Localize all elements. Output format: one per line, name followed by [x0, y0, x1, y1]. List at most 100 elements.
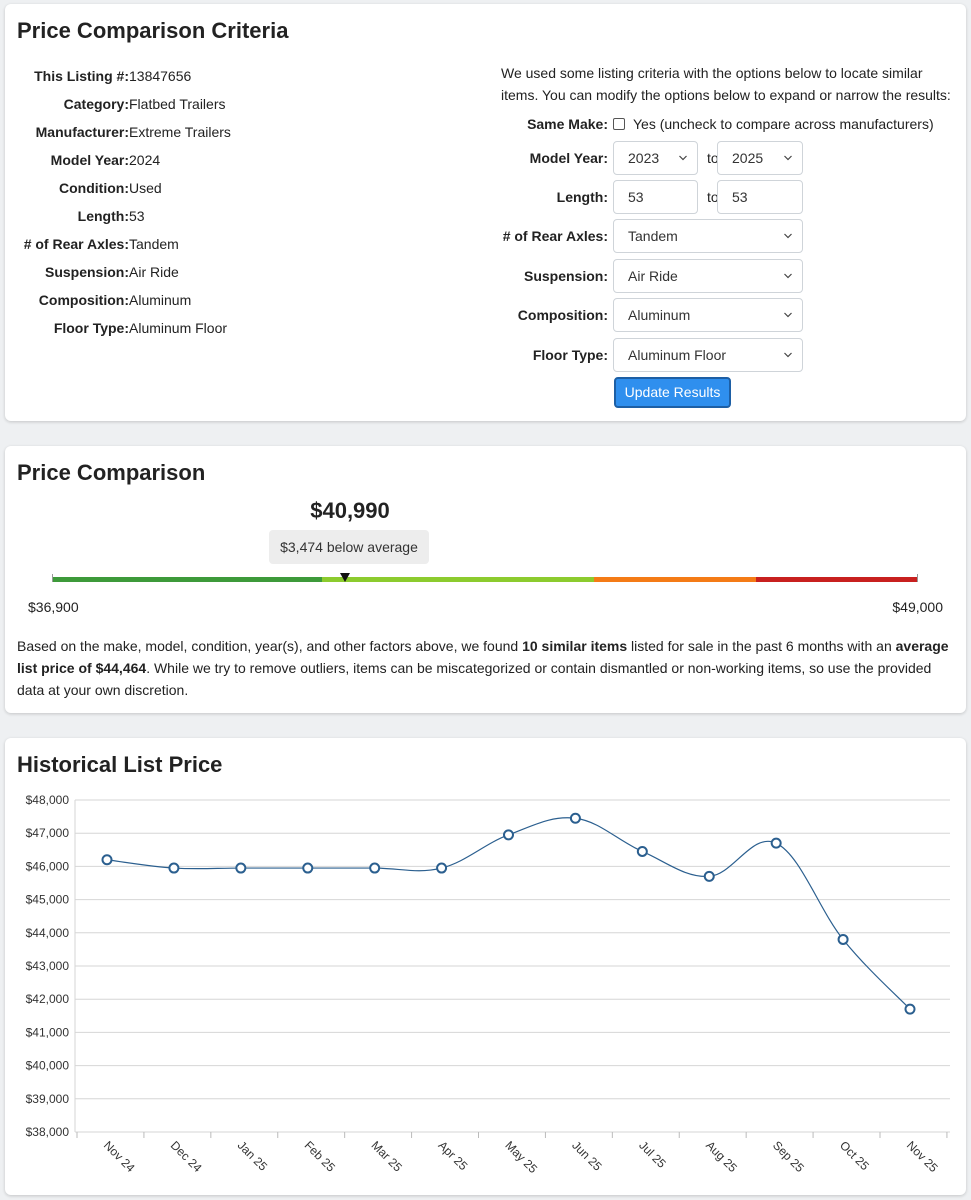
x-tick-label: Nov 24 — [101, 1138, 138, 1175]
spec-value: Used — [129, 180, 162, 196]
same-make-checkbox[interactable] — [613, 118, 625, 130]
floor-type-value: Aluminum Floor — [628, 347, 727, 363]
data-point — [837, 933, 849, 945]
x-tick-label: Apr 25 — [435, 1138, 470, 1173]
x-tick-label: Dec 24 — [168, 1138, 205, 1175]
length-from-input[interactable]: 53 — [613, 180, 698, 214]
summary-text: Based on the make, model, condition, yea… — [17, 638, 523, 654]
spec-row-floor-type: Floor Type: Aluminum Floor — [5, 314, 475, 342]
criteria-intro: We used some listing criteria with the o… — [501, 65, 951, 103]
composition-value: Aluminum — [628, 307, 691, 323]
floor-type-select[interactable]: Aluminum Floor — [613, 338, 803, 372]
chevron-down-icon — [784, 273, 792, 279]
price-range-bar — [52, 577, 918, 582]
spec-value: Tandem — [129, 236, 179, 252]
data-point — [569, 812, 581, 824]
to-label: to — [707, 150, 719, 166]
historical-price-chart: $38,000 $39,000 $40,000 $41,000 $42,000 $43,0… — [26, 793, 950, 1176]
y-tick-label: $44,000 — [26, 926, 70, 940]
spec-key: Manufacturer: — [35, 124, 129, 140]
similar-items-count: 10 similar items — [522, 638, 628, 654]
range-tick-low — [52, 574, 53, 582]
y-tick-label: $46,000 — [26, 859, 70, 873]
suspension-select[interactable]: Air Ride — [613, 259, 803, 293]
spec-value: Flatbed Trailers — [129, 96, 226, 112]
spec-row-category: Category: Flatbed Trailers — [5, 90, 475, 118]
criteria-card: Price Comparison Criteria This Listing #… — [5, 4, 966, 421]
data-point — [636, 845, 648, 857]
data-point — [168, 862, 180, 874]
y-tick-label: $38,000 — [26, 1125, 70, 1139]
historical-price-title: Historical List Price — [17, 752, 223, 777]
average-list-price: average list price of $44,464 — [17, 638, 949, 676]
x-tick-label: Oct 25 — [837, 1138, 872, 1173]
floor-type-row: Floor Type: Aluminum Floor — [405, 338, 965, 372]
range-segment-red — [756, 577, 918, 582]
y-tick-label: $42,000 — [26, 992, 70, 1006]
spec-value: Air Ride — [129, 264, 179, 280]
y-tick-label: $40,000 — [26, 1059, 70, 1073]
same-make-option-label[interactable]: Yes (uncheck to compare across manufactu… — [633, 116, 934, 132]
model-year-to-select[interactable]: 2025 — [717, 141, 803, 175]
y-tick-label: $43,000 — [26, 959, 70, 973]
length-to-input[interactable]: 53 — [717, 180, 803, 214]
x-tick-label: Mar 25 — [369, 1138, 406, 1175]
axles-select[interactable]: Tandem — [613, 219, 803, 253]
suspension-value: Air Ride — [628, 268, 678, 284]
summary-text: listed for sale in the past 6 months wit… — [627, 638, 896, 654]
range-low-label: $36,900 — [28, 599, 79, 615]
data-point — [101, 854, 113, 866]
spec-row-axles: # of Rear Axles: Tandem — [5, 230, 475, 258]
spec-key: Composition: — [38, 292, 129, 308]
x-tick-label: Sep 25 — [770, 1138, 807, 1175]
axles-row: # of Rear Axles: Tandem — [405, 219, 965, 253]
y-tick-label: $48,000 — [26, 793, 70, 807]
axles-label: # of Rear Axles: — [502, 228, 608, 244]
price-delta-badge: $3,474 below average — [269, 530, 429, 564]
same-make-row: Same Make: Yes (uncheck to compare acros… — [405, 115, 965, 149]
axles-value: Tandem — [628, 228, 678, 244]
spec-key: Length: — [77, 208, 129, 224]
suspension-label: Suspension: — [523, 268, 608, 284]
spec-value: Aluminum — [129, 292, 192, 308]
spec-value: 13847656 — [129, 68, 192, 84]
y-tick-label: $39,000 — [26, 1092, 70, 1106]
length-from-value: 53 — [628, 189, 644, 205]
summary-text: . While we try to remove outliers, items… — [17, 660, 932, 698]
chevron-down-icon — [784, 352, 792, 358]
model-year-from-select[interactable]: 2023 — [613, 141, 698, 175]
spec-key: Floor Type: — [53, 320, 129, 336]
x-tick-label: Jan 25 — [235, 1138, 271, 1174]
x-tick-label: Nov 25 — [904, 1138, 941, 1175]
price-marker-icon — [340, 573, 350, 582]
spec-key: Condition: — [59, 180, 129, 196]
data-point — [770, 837, 782, 849]
composition-select[interactable]: Aluminum — [613, 298, 803, 332]
chevron-down-icon — [784, 233, 792, 239]
spec-row-manufacturer: Manufacturer: Extreme Trailers — [5, 118, 475, 146]
x-tick-label: Aug 25 — [703, 1138, 740, 1175]
spec-key: This Listing #: — [34, 68, 129, 84]
model-year-row: Model Year: 2023 to 2025 — [405, 141, 965, 175]
listing-price: $40,990 — [310, 498, 390, 523]
spec-key: Category: — [63, 96, 129, 112]
spec-row-length: Length: 53 — [5, 202, 475, 230]
length-row: Length: 53 to 53 — [405, 180, 965, 214]
spec-value: Extreme Trailers — [129, 124, 231, 140]
spec-value: 53 — [129, 208, 145, 224]
listing-spec-list: This Listing #: 13847656 Category: Flatbed… — [5, 62, 475, 342]
data-point — [904, 1003, 916, 1015]
data-point — [369, 862, 381, 874]
spec-key: Model Year: — [50, 152, 129, 168]
update-results-button[interactable]: Update Results — [614, 377, 731, 408]
range-tick-high — [917, 574, 918, 582]
to-label: to — [707, 189, 719, 205]
spec-row-model-year: Model Year: 2024 — [5, 146, 475, 174]
historical-price-card: Historical List Price $38,000 $39,000 $40,… — [5, 738, 966, 1195]
range-high-label: $49,000 — [892, 599, 943, 615]
chevron-down-icon — [679, 155, 687, 161]
criteria-title: Price Comparison Criteria — [17, 18, 289, 43]
price-series-line — [106, 817, 911, 1010]
range-segment-light-green — [322, 577, 594, 582]
range-segment-green — [52, 577, 322, 582]
